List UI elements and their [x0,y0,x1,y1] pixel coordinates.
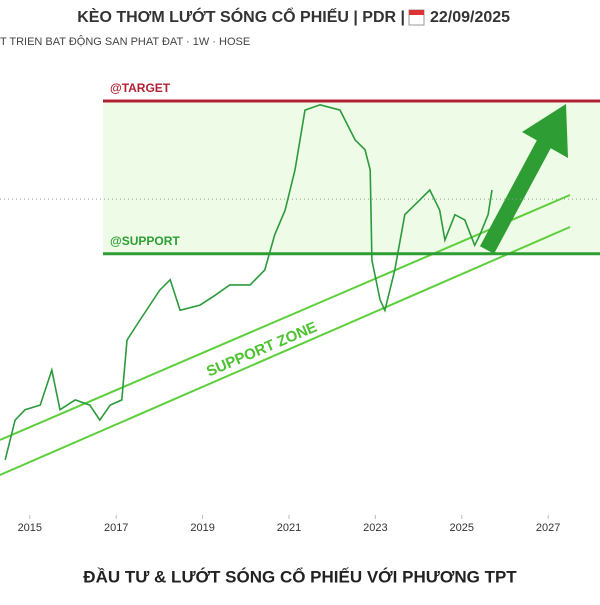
x-tick-label: 2023 [363,522,387,534]
channel-lower [0,226,571,476]
x-tick-label: 2021 [277,522,301,534]
x-tick-label: 2019 [190,522,214,534]
x-tick-label: 2025 [450,522,474,534]
arrow [479,104,568,254]
x-tick-label: 2015 [18,522,42,534]
x-tick-label: 2017 [104,522,128,534]
level-label: @TARGET [110,81,171,95]
calendar-icon [408,9,425,26]
chart-date: 22/09/2025 [430,9,510,26]
chart-title: KÈO THƠM LƯỚT SÓNG CỔ PHIẾU | PDR | [77,7,405,26]
footer: ĐẦU TƯ & LƯỚT SÓNG CỔ PHIẾU VỚI PHƯƠNG T… [83,567,517,586]
price-line [4,103,493,460]
x-tick-label: 2027 [536,522,560,534]
channel-upper [0,194,571,441]
level-label: @SUPPORT [110,234,180,248]
chart-subtitle: T TRIEN BAT ĐỘNG SAN PHAT ĐAT · 1W · HOS… [0,35,250,48]
